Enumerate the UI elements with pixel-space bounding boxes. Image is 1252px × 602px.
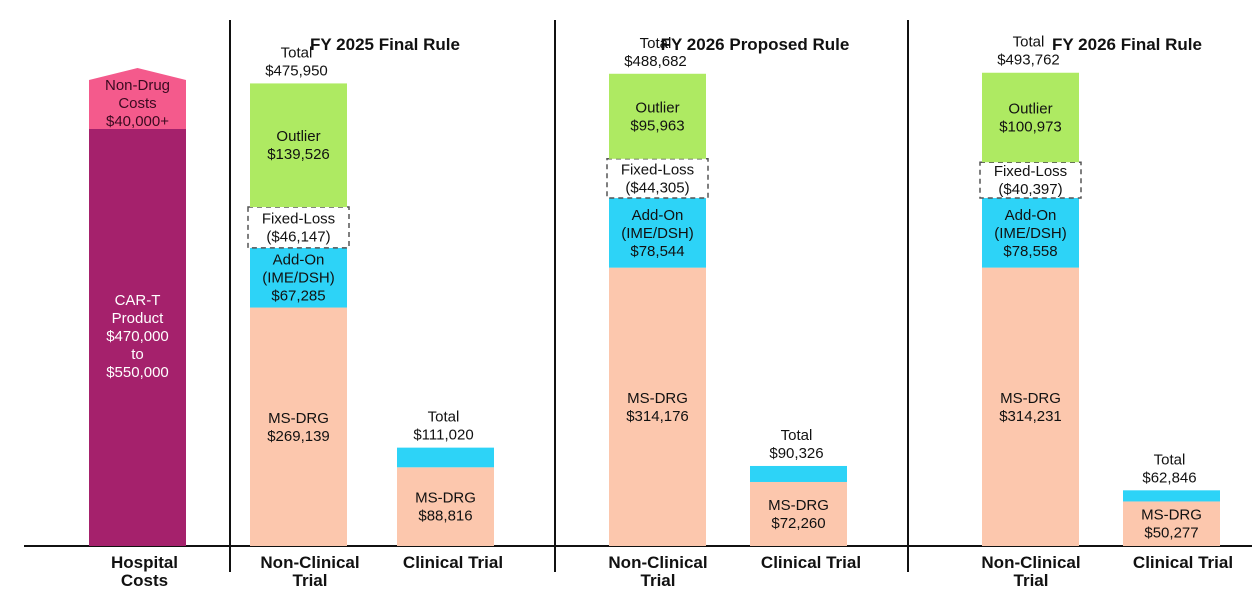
label-3-non-clinical-fixed-loss: Fixed-Loss ($40,397) — [994, 163, 1067, 198]
bar-3-non-clinical-fixed-loss — [979, 161, 1082, 199]
panel-title-1: FY 2025 Final Rule — [310, 35, 460, 54]
hospital-non-drug-costs-bar — [89, 68, 186, 129]
bar-2-non-clinical-outlier — [609, 73, 706, 159]
category-label-3-clinical: Clinical Trial — [1133, 553, 1233, 572]
total-label-2-clinical: Total $90,326 — [769, 427, 823, 462]
category-label-1-clinical: Clinical Trial — [403, 553, 503, 572]
bar-3-non-clinical-outlier — [982, 72, 1079, 163]
label-1-non-clinical-outlier: Outlier $139,526 — [267, 128, 330, 163]
category-label-2-clinical: Clinical Trial — [761, 553, 861, 572]
label-3-non-clinical-ms-drg: MS-DRG $314,231 — [999, 390, 1062, 425]
label-2-non-clinical-add-on-ime-dsh: Add-On (IME/DSH) $78,544 — [621, 207, 694, 260]
bar-2-clinical-add-on-ime-dsh — [750, 465, 847, 482]
label-1-clinical-ms-drg: MS-DRG $88,816 — [415, 490, 476, 525]
bar-1-non-clinical-ms-drg — [250, 307, 347, 546]
bar-1-non-clinical-outlier — [250, 83, 347, 208]
bar-3-non-clinical-add-on-ime-dsh — [982, 197, 1079, 268]
category-label-hospital-costs: Hospital Costs — [111, 553, 178, 590]
category-label-1-non-clinical: Non-Clinical Trial — [260, 553, 359, 590]
total-label-3-non-clinical: Total $493,762 — [997, 34, 1060, 69]
bar-3-clinical-add-on-ime-dsh — [1123, 490, 1220, 502]
hospital-cart-product-label: CAR-T Product $470,000 to $550,000 — [106, 292, 169, 381]
total-label-1-clinical: Total $111,020 — [413, 409, 473, 444]
label-3-non-clinical-add-on-ime-dsh: Add-On (IME/DSH) $78,558 — [994, 207, 1067, 260]
panel-title-2: FY 2026 Proposed Rule — [661, 35, 850, 54]
label-2-non-clinical-outlier: Outlier $95,963 — [630, 99, 684, 134]
bar-1-clinical-add-on-ime-dsh — [397, 447, 494, 468]
label-2-clinical-ms-drg: MS-DRG $72,260 — [768, 497, 829, 532]
label-2-non-clinical-fixed-loss: Fixed-Loss ($44,305) — [621, 161, 694, 196]
total-label-2-non-clinical: Total $488,682 — [624, 35, 687, 70]
bar-2-clinical-ms-drg — [750, 481, 847, 546]
bar-2-non-clinical-fixed-loss — [606, 158, 709, 199]
hospital-cart-product-bar — [89, 129, 186, 546]
panel-title-3: FY 2026 Final Rule — [1052, 35, 1202, 54]
bar-2-non-clinical-add-on-ime-dsh — [609, 198, 706, 268]
total-label-1-non-clinical: Total $475,950 — [265, 44, 328, 79]
label-3-clinical-ms-drg: MS-DRG $50,277 — [1141, 507, 1202, 542]
label-2-non-clinical-ms-drg: MS-DRG $314,176 — [626, 390, 689, 425]
bar-1-non-clinical-fixed-loss — [247, 206, 350, 249]
label-1-non-clinical-ms-drg: MS-DRG $269,139 — [267, 410, 330, 445]
label-1-non-clinical-add-on-ime-dsh: Add-On (IME/DSH) $67,285 — [262, 252, 335, 305]
label-1-non-clinical-fixed-loss: Fixed-Loss ($46,147) — [262, 210, 335, 245]
hospital-non-drug-costs-label: Non-Drug Costs $40,000+ — [105, 77, 170, 130]
bar-2-non-clinical-ms-drg — [609, 267, 706, 546]
bar-3-non-clinical-ms-drg — [982, 267, 1079, 546]
category-label-2-non-clinical: Non-Clinical Trial — [608, 553, 707, 590]
bar-1-clinical-ms-drg — [397, 467, 494, 546]
category-label-3-non-clinical: Non-Clinical Trial — [981, 553, 1080, 590]
bar-3-clinical-ms-drg — [1123, 501, 1220, 546]
label-3-non-clinical-outlier: Outlier $100,973 — [999, 100, 1062, 135]
bar-1-non-clinical-add-on-ime-dsh — [250, 247, 347, 308]
total-label-3-clinical: Total $62,846 — [1142, 451, 1196, 486]
